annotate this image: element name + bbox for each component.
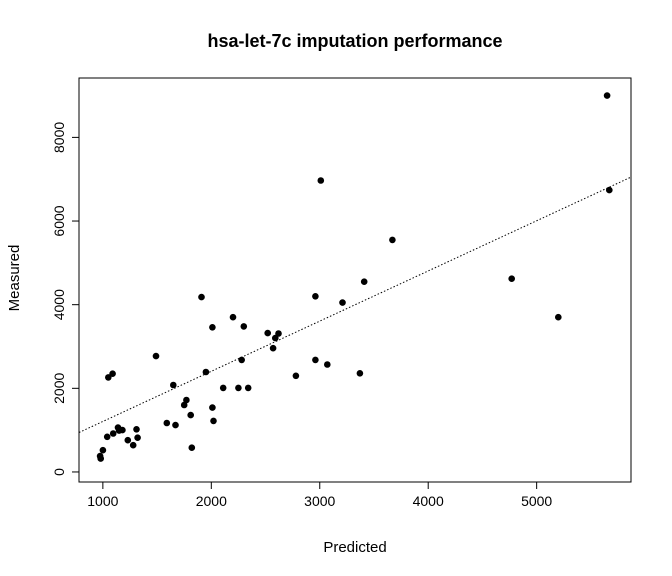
data-point <box>606 186 613 194</box>
chart-title: hsa-let-7c imputation performance <box>207 31 502 51</box>
data-point <box>134 434 141 442</box>
data-point <box>360 278 368 286</box>
x-tick-label: 1000 <box>87 493 118 509</box>
data-point <box>187 411 194 419</box>
y-tick-label: 2000 <box>51 373 67 404</box>
data-point <box>209 324 216 331</box>
x-tick-label: 3000 <box>304 493 335 509</box>
data-point <box>99 446 107 454</box>
data-point <box>356 370 364 377</box>
x-tick-label: 4000 <box>413 493 444 509</box>
plot-frame <box>78 77 632 483</box>
data-point <box>170 381 177 389</box>
data-point <box>188 444 196 452</box>
data-point <box>210 417 217 425</box>
data-point <box>238 356 245 364</box>
data-point <box>202 368 210 376</box>
data-point <box>103 433 111 441</box>
x-tick-label: 2000 <box>196 493 227 509</box>
data-point <box>133 426 140 433</box>
data-point <box>124 436 132 444</box>
y-tick-label: 4000 <box>51 289 67 320</box>
data-point <box>264 329 272 337</box>
data-point <box>180 401 188 409</box>
data-point <box>389 236 396 244</box>
data-point <box>555 313 562 321</box>
y-tick-label: 0 <box>51 468 67 476</box>
data-point <box>275 330 282 337</box>
data-point <box>183 396 190 404</box>
data-point <box>129 441 137 449</box>
data-point <box>269 344 277 352</box>
data-point <box>292 372 300 380</box>
x-axis-label: Predicted <box>323 539 386 556</box>
y-tick-label: 6000 <box>51 205 67 236</box>
data-points <box>96 92 613 462</box>
data-point <box>119 426 126 434</box>
data-point <box>312 293 319 300</box>
data-point <box>339 299 346 306</box>
data-point <box>324 361 331 368</box>
data-point <box>172 421 179 429</box>
data-point <box>163 419 171 427</box>
x-tick-label: 5000 <box>521 493 552 509</box>
data-point <box>229 313 237 321</box>
data-point <box>209 404 216 411</box>
data-point <box>97 455 104 462</box>
data-point <box>105 374 112 381</box>
data-point <box>198 293 205 301</box>
data-point <box>317 177 325 184</box>
data-point <box>240 323 248 330</box>
y-tick-label: 8000 <box>51 122 67 153</box>
data-point <box>235 384 242 392</box>
data-point <box>219 384 227 392</box>
data-point <box>109 370 116 378</box>
y-axis-label: Measured <box>6 245 23 312</box>
data-point <box>272 334 279 342</box>
data-point <box>244 384 252 392</box>
data-point <box>603 92 611 99</box>
data-point <box>152 352 160 360</box>
data-point <box>508 275 515 283</box>
data-point <box>109 430 117 437</box>
data-point <box>312 356 319 364</box>
